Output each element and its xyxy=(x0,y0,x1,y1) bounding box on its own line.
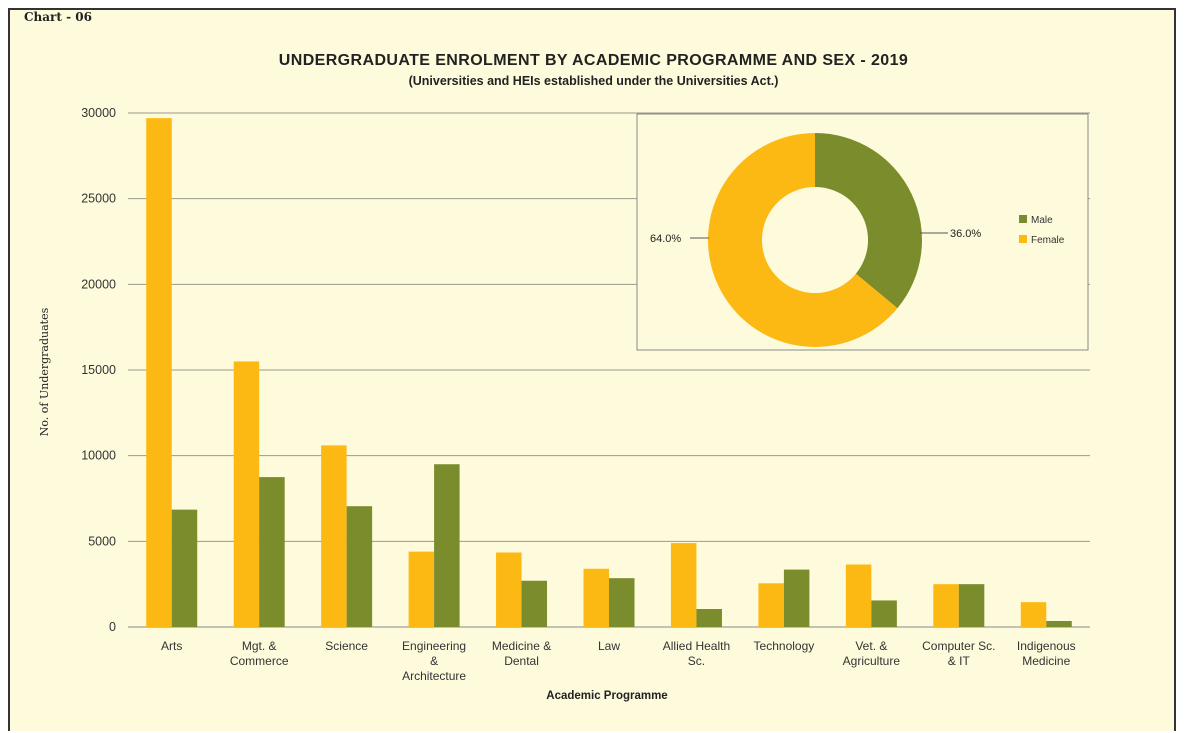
x-tick-label: Dental xyxy=(504,654,539,668)
x-tick-label: Arts xyxy=(161,639,182,653)
male-percent-label: 36.0% xyxy=(950,228,981,240)
male-bar xyxy=(346,506,373,627)
chart-subtitle: (Universities and HEIs established under… xyxy=(408,74,779,88)
female-bar xyxy=(408,551,435,627)
female-bar xyxy=(583,568,609,627)
female-bar xyxy=(321,445,347,627)
y-tick-label: 25000 xyxy=(81,192,116,206)
legend-swatch xyxy=(1019,235,1027,243)
y-tick-label: 20000 xyxy=(81,277,116,291)
x-axis-title: Academic Programme xyxy=(546,690,667,702)
female-bar xyxy=(233,361,260,627)
x-tick-label: Commerce xyxy=(230,654,289,668)
x-tick-label: & IT xyxy=(948,654,971,668)
y-tick-label: 0 xyxy=(109,620,116,634)
male-bar xyxy=(871,600,897,627)
x-tick-label: Computer Sc. xyxy=(922,639,995,653)
x-tick-label: & xyxy=(430,654,438,668)
female-bar xyxy=(496,552,522,627)
female-bar xyxy=(933,584,959,627)
legend-swatch xyxy=(1019,215,1027,223)
legend-label: Male xyxy=(1031,215,1053,226)
chart-title: UNDERGRADUATE ENROLMENT BY ACADEMIC PROG… xyxy=(278,52,909,69)
x-tick-label: Engineering xyxy=(402,639,466,653)
male-bar xyxy=(434,464,460,627)
male-bar xyxy=(696,609,722,627)
male-bar xyxy=(171,509,198,627)
female-bar xyxy=(845,564,872,627)
female-percent-label: 64.0% xyxy=(650,233,681,245)
x-tick-label: Science xyxy=(325,639,368,653)
x-tick-label: Allied Health xyxy=(663,639,730,653)
male-bar xyxy=(609,578,635,627)
y-tick-label: 5000 xyxy=(88,534,116,548)
male-bar xyxy=(783,569,810,627)
x-tick-label: Indigenous xyxy=(1017,639,1076,653)
x-tick-label: Mgt. & xyxy=(242,639,277,653)
male-slice xyxy=(815,133,923,309)
female-bar xyxy=(670,543,697,627)
x-tick-label: Agriculture xyxy=(843,654,901,668)
legend-label: Female xyxy=(1031,235,1065,246)
x-tick-label: Medicine & xyxy=(492,639,551,653)
male-bar xyxy=(259,477,285,627)
y-tick-label: 15000 xyxy=(81,363,116,377)
y-tick-label: 30000 xyxy=(81,106,116,120)
x-tick-label: Technology xyxy=(754,639,815,653)
male-bar xyxy=(958,584,985,627)
female-slice xyxy=(708,133,898,347)
male-bar xyxy=(521,580,548,627)
female-bar xyxy=(758,583,784,627)
x-tick-label: Architecture xyxy=(402,669,466,683)
chart-number-label: Chart - 06 xyxy=(24,10,92,24)
y-tick-label: 10000 xyxy=(81,449,116,463)
female-bar xyxy=(146,118,172,627)
female-bar xyxy=(1020,602,1047,627)
x-tick-label: Law xyxy=(598,639,620,653)
male-bar xyxy=(1046,621,1072,627)
x-tick-label: Medicine xyxy=(1022,654,1070,668)
y-axis-title: No. of Undergraduates xyxy=(38,307,51,436)
x-tick-label: Sc. xyxy=(688,654,705,668)
x-tick-label: Vet. & xyxy=(855,639,887,653)
